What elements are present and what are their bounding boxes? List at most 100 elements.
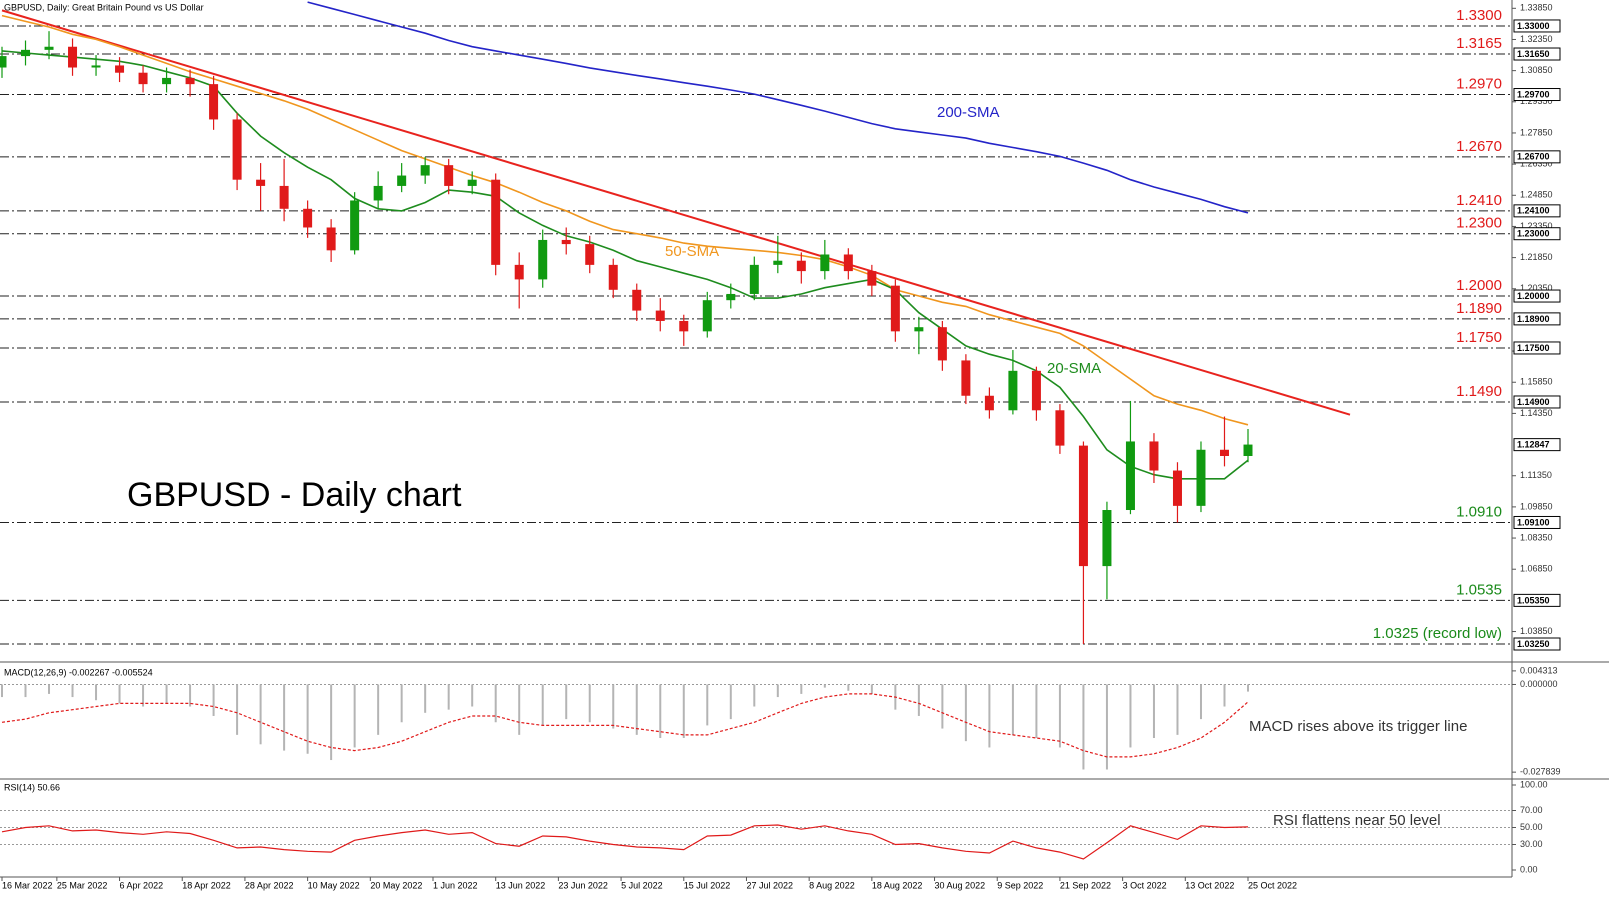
level-label: 1.2000 [1456, 277, 1502, 294]
x-tick-label: 20 May 2022 [370, 880, 422, 890]
level-axis-label: 1.14900 [1517, 397, 1550, 407]
y-tick-label: 1.23350 [1520, 221, 1553, 231]
rsi-line [1, 824, 1249, 860]
level-label: 1.0535 [1456, 581, 1502, 598]
x-tick-label: 3 Oct 2022 [1123, 880, 1167, 890]
macd-bar [236, 684, 239, 735]
level-axis-box [1513, 637, 1561, 651]
macd-bar [1152, 684, 1155, 739]
level-axis-label: 1.05350 [1517, 595, 1550, 605]
y-tick-label: -0.027839 [1520, 767, 1561, 777]
macd-bar [870, 684, 873, 694]
y-tick-label: 1.09850 [1520, 501, 1553, 511]
candle-body [420, 165, 430, 176]
macd-bar [1199, 684, 1202, 720]
sma-label: 200-SMA [937, 104, 1000, 121]
level-axis-box [1513, 593, 1561, 607]
level-axis-box [1513, 312, 1561, 326]
last-price-label: 1.12847 [1517, 440, 1550, 450]
candle-body [350, 200, 360, 251]
level-axis-box [1513, 150, 1561, 164]
level-axis-box [1513, 88, 1561, 102]
level-label: 1.0910 [1456, 503, 1502, 520]
x-tick-label: 18 Apr 2022 [182, 880, 231, 890]
level-label: 1.2300 [1456, 215, 1502, 232]
level-axis-box [1513, 515, 1561, 529]
y-tick-label: 1.03850 [1520, 626, 1553, 636]
macd-bar [400, 684, 403, 723]
y-tick-label: 1.26350 [1520, 158, 1553, 168]
macd-bar [1, 684, 3, 698]
candle-body [1172, 470, 1182, 506]
macd-bar [847, 684, 850, 691]
macd-bar [1011, 684, 1014, 735]
x-tick-label: 21 Sep 2022 [1060, 880, 1111, 890]
macd-bar [706, 684, 709, 726]
macd-bar [729, 684, 732, 720]
candle-body [679, 320, 689, 332]
x-tick-label: 8 Aug 2022 [809, 880, 855, 890]
level-axis-label: 1.18900 [1517, 314, 1550, 324]
rsi-annotation: RSI flattens near 50 level [1273, 812, 1441, 829]
candle-body [702, 300, 712, 332]
candle-body [0, 56, 7, 68]
level-axis-box [1513, 289, 1561, 303]
y-tick-label: 1.21850 [1520, 252, 1553, 262]
level-axis-box [1513, 341, 1561, 355]
macd-bar [565, 684, 568, 720]
level-axis-label: 1.20000 [1517, 291, 1550, 301]
candle-body [796, 260, 806, 272]
macd-bar [48, 684, 51, 694]
candle-body [538, 239, 548, 280]
macd-bar [142, 684, 145, 707]
candle-body [514, 264, 524, 280]
level-axis-box [1513, 395, 1561, 409]
candle-body [373, 185, 383, 201]
macd-bar [447, 684, 450, 710]
candle-body [749, 264, 759, 294]
level-axis-label: 1.31650 [1517, 49, 1550, 59]
x-tick-label: 6 Apr 2022 [120, 880, 164, 890]
level-axis-box [1513, 227, 1561, 241]
macd-bar [964, 684, 967, 742]
macd-bar [1223, 684, 1226, 707]
candle-body [1149, 441, 1159, 471]
y-tick-label: 1.15850 [1520, 377, 1553, 387]
candle-body [890, 285, 900, 332]
x-tick-label: 1 Jun 2022 [433, 880, 478, 890]
candle-body [984, 395, 994, 411]
macd-bar [1176, 684, 1179, 735]
candle-body [961, 360, 971, 396]
candle-body [585, 244, 595, 265]
macd-bar [212, 684, 215, 716]
x-tick-label: 25 Mar 2022 [57, 880, 108, 890]
level-axis-label: 1.09100 [1517, 517, 1550, 527]
macd-bar [1035, 684, 1038, 739]
macd-bar [1082, 684, 1085, 770]
candle-body [21, 49, 31, 57]
level-axis-label: 1.26700 [1517, 152, 1550, 162]
y-tick-label: 1.24850 [1520, 190, 1553, 200]
macd-bar [118, 684, 121, 704]
level-label: 1.1490 [1456, 383, 1502, 400]
x-tick-label: 15 Jul 2022 [684, 880, 731, 890]
macd-bar [353, 684, 356, 748]
candle-body [232, 119, 242, 180]
macd-title: MACD(12,26,9) -0.002267 -0.005524 [4, 667, 153, 677]
candle-body [843, 254, 853, 272]
candle-body [1078, 445, 1088, 567]
y-tick-label: 1.20350 [1520, 283, 1553, 293]
candle-body [937, 327, 947, 361]
x-tick-label: 16 Mar 2022 [2, 880, 53, 890]
x-tick-label: 10 May 2022 [308, 880, 360, 890]
x-tick-label: 25 Oct 2022 [1248, 880, 1297, 890]
level-axis-label: 1.29700 [1517, 89, 1550, 99]
y-tick-label: 0.000000 [1520, 679, 1558, 689]
macd-bar [471, 684, 474, 707]
level-axis-label: 1.23000 [1517, 229, 1550, 239]
candle-body [303, 208, 313, 228]
chart-title: GBPUSD, Daily: Great Britain Pound vs US… [4, 2, 204, 12]
macd-bar [95, 684, 98, 701]
candle-body [1102, 510, 1112, 567]
y-tick-label: 1.08350 [1520, 532, 1553, 542]
